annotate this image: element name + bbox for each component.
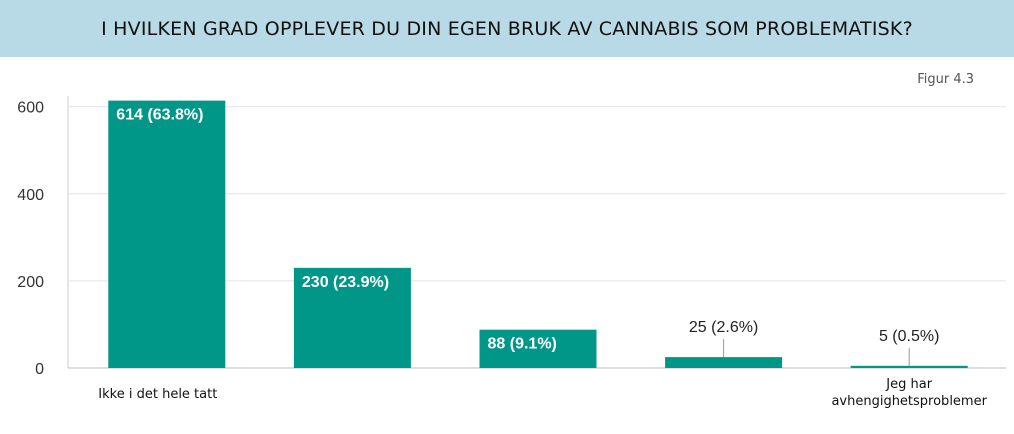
chart-title: I HVILKEN GRAD OPPLEVER DU DIN EGEN BRUK… xyxy=(101,17,913,40)
y-tick-label: 200 xyxy=(17,274,44,291)
bar xyxy=(479,329,597,368)
bar xyxy=(108,100,226,368)
y-tick-label: 600 xyxy=(17,100,44,117)
bar-data-label: 5 (0.5%) xyxy=(879,328,939,345)
bar-data-label: 230 (23.9%) xyxy=(302,274,389,291)
figure-label: Figur 4.3 xyxy=(917,72,974,87)
bar xyxy=(850,365,968,368)
y-tick-label: 400 xyxy=(17,187,44,204)
x-tick-label: Ikke i det hele tatt xyxy=(98,387,217,402)
x-tick-label: Jeg har avhengighetsproblemer xyxy=(831,377,987,409)
bar-data-label: 88 (9.1%) xyxy=(488,336,557,353)
bar xyxy=(293,267,411,368)
y-tick-label: 0 xyxy=(35,361,44,378)
bar xyxy=(665,357,783,368)
chart-header: I HVILKEN GRAD OPPLEVER DU DIN EGEN BRUK… xyxy=(0,0,1014,57)
bar-data-label: 25 (2.6%) xyxy=(689,319,758,336)
bar-data-label: 614 (63.8%) xyxy=(116,107,203,124)
